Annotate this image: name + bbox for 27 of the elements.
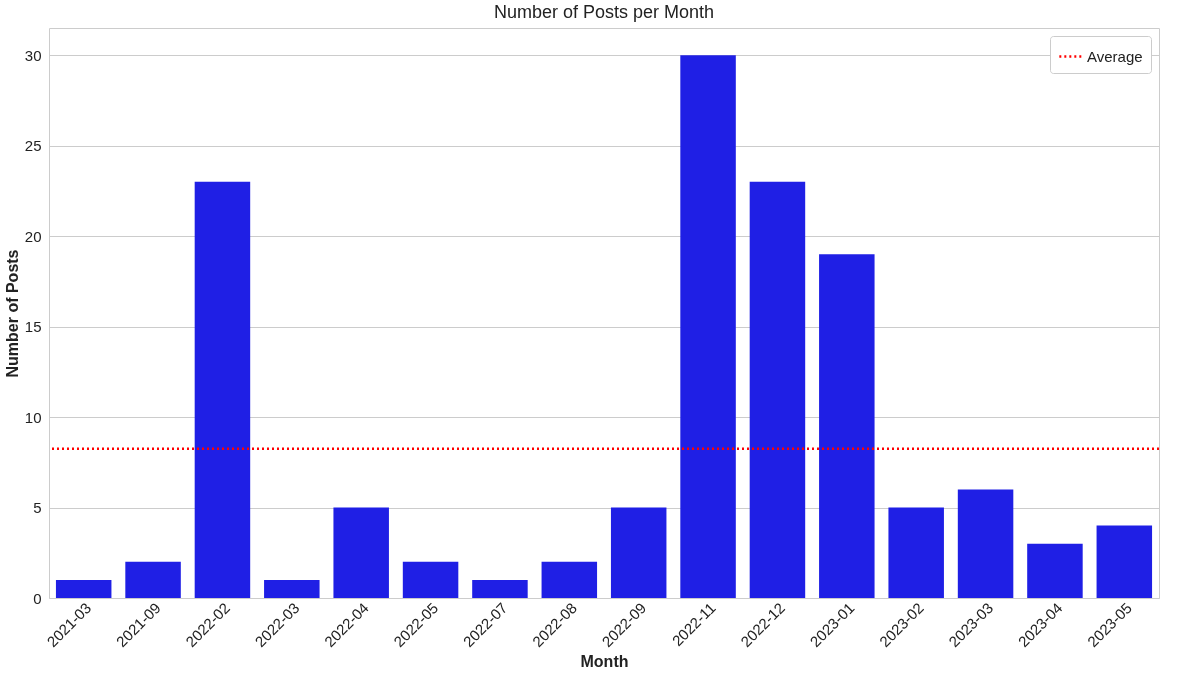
y-tick-label: 5 — [33, 499, 42, 517]
legend-label: Average — [1087, 47, 1143, 65]
bar — [125, 561, 181, 598]
bar — [680, 55, 736, 598]
bar — [541, 561, 598, 598]
y-tick-label: 0 — [33, 589, 42, 607]
bar — [749, 181, 806, 598]
x-axis-title: Month — [580, 653, 629, 671]
bar — [55, 579, 112, 598]
bar — [472, 579, 528, 598]
bar — [610, 507, 667, 598]
y-tick-label: 10 — [24, 408, 42, 426]
bar — [819, 254, 875, 598]
bar — [402, 561, 459, 598]
bar — [957, 489, 1014, 598]
y-tick-label: 25 — [24, 137, 42, 155]
y-tick-label: 30 — [24, 46, 42, 64]
y-axis-title: Number of Posts — [3, 249, 21, 378]
bar — [333, 507, 389, 598]
y-tick-label: 20 — [24, 227, 42, 245]
bar — [264, 579, 320, 598]
chart-title: Number of Posts per Month — [493, 2, 715, 22]
bar — [888, 507, 944, 598]
bar — [1027, 543, 1083, 598]
y-tick-label: 15 — [24, 318, 42, 336]
bar — [194, 181, 251, 598]
bar — [1096, 525, 1153, 598]
